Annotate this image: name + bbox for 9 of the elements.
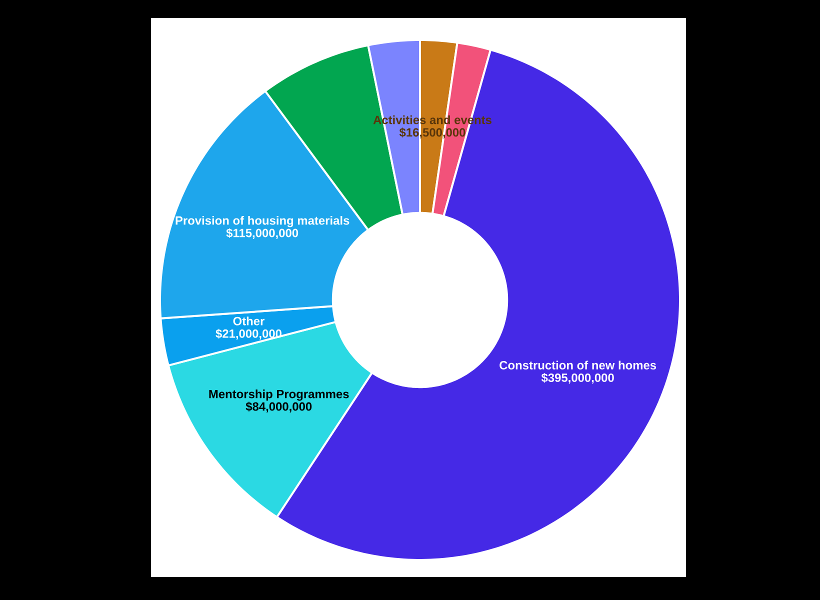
data-label: $395,000,000 — [541, 372, 614, 384]
slice-label: Construction of new homes — [500, 360, 656, 370]
slice-label: Provision of housing materials — [176, 216, 350, 228]
data-label: $84,000,000 — [246, 402, 312, 412]
data-label: $115,000,000 — [226, 228, 298, 239]
slice-label: Other — [233, 316, 265, 326]
data-label: $16,500,000 — [399, 128, 466, 138]
slice-label: Mentorship Programmes — [209, 390, 349, 401]
data-label: $21,000,000 — [216, 328, 282, 340]
